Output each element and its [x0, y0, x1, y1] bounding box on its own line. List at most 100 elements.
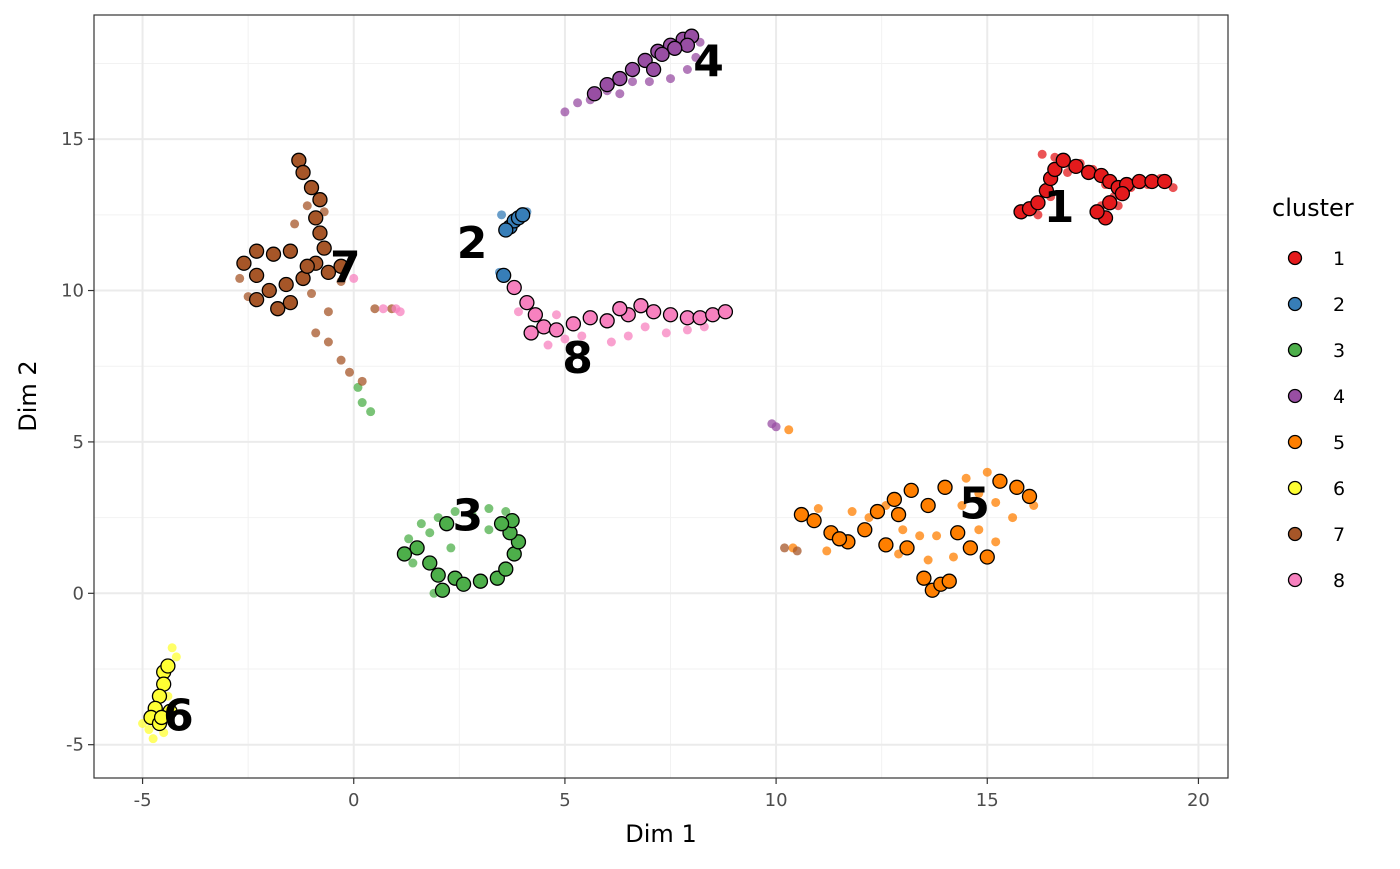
cluster-8-point	[640, 322, 650, 332]
cluster-8-point	[606, 337, 616, 347]
cluster-3-point	[404, 534, 414, 544]
cluster-7-highlight-point	[316, 240, 332, 256]
cluster-label-8: 8	[562, 333, 593, 384]
cluster-7-point	[357, 376, 367, 386]
x-tick-label: 15	[976, 790, 999, 811]
cluster-1-highlight-point	[1102, 195, 1118, 211]
cluster-8-point	[661, 328, 671, 338]
x-tick-label: 20	[1187, 790, 1210, 811]
cluster-1-highlight-point	[1144, 173, 1160, 190]
cluster-8-highlight-point	[717, 304, 734, 320]
cluster-3-point	[467, 510, 477, 520]
cluster-4-point	[666, 74, 676, 84]
cluster-5-point	[847, 507, 857, 517]
cluster-7-point	[290, 219, 300, 229]
x-tick-label: -5	[134, 790, 152, 811]
cluster-8-highlight-point	[662, 307, 679, 323]
cluster-8-point	[560, 334, 570, 344]
cluster-6-point	[167, 643, 177, 653]
cluster-6-point	[144, 725, 154, 735]
cluster-1-point	[1037, 149, 1047, 159]
y-axis-title: Dim 2	[14, 360, 42, 431]
cluster-5-point	[898, 525, 908, 535]
cluster-5-highlight-point	[890, 506, 907, 523]
cluster-7-highlight-point	[236, 255, 252, 271]
x-axis-title: Dim 1	[625, 820, 696, 848]
legend-key-5	[1287, 434, 1303, 450]
cluster-7-highlight-point	[278, 276, 294, 293]
legend-label-1: 1	[1333, 248, 1345, 270]
cluster-5-highlight-point	[831, 531, 848, 547]
cluster-5-point	[991, 537, 1001, 547]
cluster-7-highlight-point	[248, 243, 265, 259]
cluster-4-highlight-point	[654, 46, 670, 63]
cluster-3-highlight-point	[472, 573, 489, 589]
cluster-5-highlight-point	[869, 503, 886, 520]
cluster-1-highlight-point	[1068, 158, 1084, 175]
cluster-8-highlight-point	[506, 279, 522, 296]
cluster-7-highlight-point	[333, 258, 349, 274]
cluster-8-point	[623, 331, 633, 341]
grid-lines	[94, 15, 1228, 778]
cluster-7-highlight-point	[265, 246, 282, 262]
legend-key-2	[1287, 296, 1303, 312]
cluster-7-point	[323, 337, 333, 347]
cluster-8-highlight-point	[599, 313, 615, 329]
legend-label-2: 2	[1333, 294, 1345, 316]
cluster-label-6: 6	[163, 690, 194, 741]
cluster-7-highlight-point	[320, 264, 337, 281]
cluster-8-point	[543, 340, 553, 350]
cluster-3-point	[446, 543, 456, 553]
cluster-label-1: 1	[1044, 182, 1075, 233]
cluster-5-highlight-point	[979, 549, 995, 565]
legend-key-6	[1287, 480, 1303, 496]
cluster-5-point	[915, 531, 925, 541]
cluster-5-point	[974, 488, 984, 498]
cluster-8-point	[395, 307, 405, 317]
legend-key-3	[1287, 342, 1303, 358]
cluster-4-point	[682, 65, 692, 74]
cluster-3-highlight-point	[422, 555, 438, 571]
cluster-5-highlight-point	[916, 570, 932, 586]
cluster-4-highlight-point	[599, 76, 615, 93]
cluster-5-highlight-point	[899, 540, 915, 556]
legend-label-3: 3	[1333, 340, 1345, 362]
cluster-8-point	[577, 331, 587, 341]
cluster-8-highlight-point	[536, 319, 552, 335]
cluster-8-point	[551, 310, 561, 320]
cluster-3-highlight-point	[434, 582, 451, 598]
cluster-5-point	[991, 497, 1001, 507]
cluster-3-point	[501, 507, 511, 517]
cluster-7-highlight-point	[299, 258, 315, 274]
cluster-5-highlight-point	[1021, 488, 1038, 505]
cluster-5-point	[974, 525, 984, 535]
cluster-7-point	[370, 304, 380, 314]
cluster-5-highlight-point	[1009, 479, 1025, 495]
cluster-5-point	[784, 425, 794, 435]
cluster-3-point	[416, 519, 426, 529]
legend: cluster 1 2 3 4 5 6 7 8	[1272, 194, 1354, 592]
cluster-8-highlight-point	[612, 301, 628, 317]
cluster-5-point	[957, 501, 967, 510]
cluster-7-highlight-point	[312, 192, 328, 208]
cluster-1-highlight-point	[1030, 195, 1046, 211]
cluster-1-highlight-point	[1114, 185, 1131, 202]
cluster-4-point	[627, 77, 637, 87]
cluster-3-point	[484, 504, 494, 514]
cluster-4-highlight-point	[612, 70, 628, 87]
cluster-5-point	[982, 467, 992, 477]
cluster-1-highlight-point	[1156, 173, 1173, 190]
cluster-label-4: 4	[693, 36, 724, 87]
y-tick-label: 10	[61, 281, 84, 302]
cluster-4-point	[771, 422, 781, 432]
cluster-5-highlight-point	[920, 497, 936, 514]
cluster-4-point	[691, 52, 701, 62]
cluster-7-highlight-point	[282, 243, 299, 259]
data-points	[138, 28, 1178, 744]
cluster-6-highlight-point	[153, 709, 170, 726]
cluster-8-point	[682, 325, 692, 335]
y-tick-label: 5	[73, 432, 84, 453]
cluster-3-highlight-point	[396, 546, 413, 562]
cluster-label-2: 2	[457, 218, 488, 269]
